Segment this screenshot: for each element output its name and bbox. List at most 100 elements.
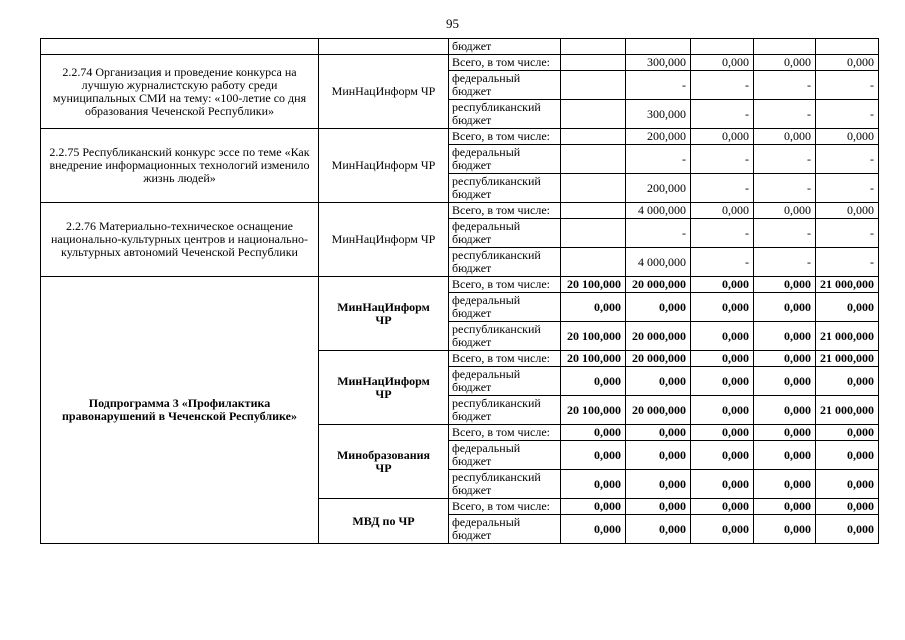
executor-cell: МинНацИнформ ЧР [318,276,449,351]
table-row: Минобразования ЧР Всего, в том числе: 0,… [41,424,879,499]
value-cell [560,202,626,219]
value-cell: 0,000 [690,128,754,145]
value-cell: 0,000 [690,366,754,396]
table-row: республиканский бюджет 300,000 - - - [41,99,879,129]
value-cell [560,54,626,71]
value-cell: - [625,144,691,174]
table-row: 2.2.74 Организация и проведение конкурса… [40,54,879,129]
value-cell: - [625,218,691,248]
value-cell [560,247,626,277]
value-cell [560,38,626,55]
budget-type-cell: федеральный бюджет [448,292,561,322]
value-cell: 0,000 [560,366,626,396]
value-cell: - [753,144,816,174]
value-cell: - [753,247,816,277]
value-cell: 0,000 [625,366,691,396]
executor-cell: МинНацИнформ ЧР [318,202,449,277]
value-cell [560,173,626,203]
value-cell: - [753,173,816,203]
budget-type-cell: Всего, в том числе: [448,350,561,367]
value-cell: 0,000 [753,440,816,470]
value-cell: 0,000 [560,424,626,441]
value-cell: 0,000 [560,469,626,499]
value-cell: 0,000 [690,395,754,425]
value-cell: 0,000 [815,292,879,322]
executor-cell [318,38,449,55]
value-cell: 0,000 [625,498,691,515]
value-cell: 20 000,000 [625,321,691,351]
table-row: федеральный бюджет - - - - [41,70,879,100]
budget-type-cell: республиканский бюджет [448,99,561,129]
value-cell: - [815,144,879,174]
value-cell: 21 000,000 [815,395,879,425]
table-row: республиканский бюджет 20 100,000 20 000… [41,321,879,351]
value-cell [560,128,626,145]
value-cell: 0,000 [690,469,754,499]
value-cell: - [690,247,754,277]
value-cell: 0,000 [690,514,754,544]
budget-type-cell: федеральный бюджет [448,70,561,100]
value-cell: 0,000 [560,440,626,470]
value-cell: 0,000 [690,54,754,71]
value-cell: 21 000,000 [815,321,879,351]
subprogram-title-cell: Подпрограмма 3 «Профилактика правонаруше… [40,276,319,544]
value-cell: 0,000 [690,498,754,515]
table-row: республиканский бюджет 200,000 - - - [41,173,879,203]
value-cell: - [753,218,816,248]
value-cell: 0,000 [690,424,754,441]
value-cell: 0,000 [815,128,879,145]
value-cell: 0,000 [753,366,816,396]
value-cell: 0,000 [753,395,816,425]
value-cell: - [815,70,879,100]
value-cell: 0,000 [753,514,816,544]
value-cell: 0,000 [753,469,816,499]
value-cell: - [815,99,879,129]
value-cell: 0,000 [753,128,816,145]
value-cell: - [690,144,754,174]
value-cell: - [815,247,879,277]
value-cell: 20 100,000 [560,276,626,293]
budget-type-cell: федеральный бюджет [448,218,561,248]
value-cell: - [690,218,754,248]
executor-cell: МинНацИнформ ЧР [318,54,449,129]
value-cell: 0,000 [815,440,879,470]
executor-cell: МВД по ЧР [318,498,449,544]
value-cell: 4 000,000 [625,247,691,277]
budget-type-cell: Всего, в том числе: [448,276,561,293]
value-cell: 0,000 [690,440,754,470]
value-cell: - [690,173,754,203]
table-row: республиканский бюджет 4 000,000 - - - [41,247,879,277]
value-cell: - [815,218,879,248]
value-cell: 0,000 [753,424,816,441]
budget-type-cell: республиканский бюджет [448,321,561,351]
value-cell: 20 000,000 [625,350,691,367]
table-row: федеральный бюджет 0,000 0,000 0,000 0,0… [41,366,879,396]
budget-type-cell: Всего, в том числе: [448,498,561,515]
executor-cell: МинНацИнформ ЧР [318,350,449,425]
value-cell: 0,000 [625,514,691,544]
value-cell [560,144,626,174]
value-cell: 20 100,000 [560,395,626,425]
budget-type-cell: федеральный бюджет [448,440,561,470]
budget-type-cell: республиканский бюджет [448,469,561,499]
budget-type-cell: Всего, в том числе: [448,128,561,145]
budget-type-cell: республиканский бюджет [448,395,561,425]
value-cell [560,99,626,129]
value-cell: 0,000 [690,350,754,367]
value-cell: 0,000 [815,498,879,515]
value-cell [690,38,754,55]
value-cell: 20 000,000 [625,276,691,293]
table-row: МВД по ЧР Всего, в том числе: 0,000 0,00… [41,498,879,544]
value-cell: 200,000 [625,173,691,203]
table-row: бюджет [40,38,879,55]
value-cell: 0,000 [690,321,754,351]
table-row: Подпрограмма 3 «Профилактика правонаруше… [40,276,879,544]
value-cell: 0,000 [690,276,754,293]
budget-type-cell: федеральный бюджет [448,144,561,174]
value-cell: 0,000 [815,202,879,219]
value-cell: 0,000 [625,440,691,470]
value-cell: 0,000 [753,321,816,351]
value-cell [625,38,691,55]
value-cell: 0,000 [753,350,816,367]
value-cell: 200,000 [625,128,691,145]
